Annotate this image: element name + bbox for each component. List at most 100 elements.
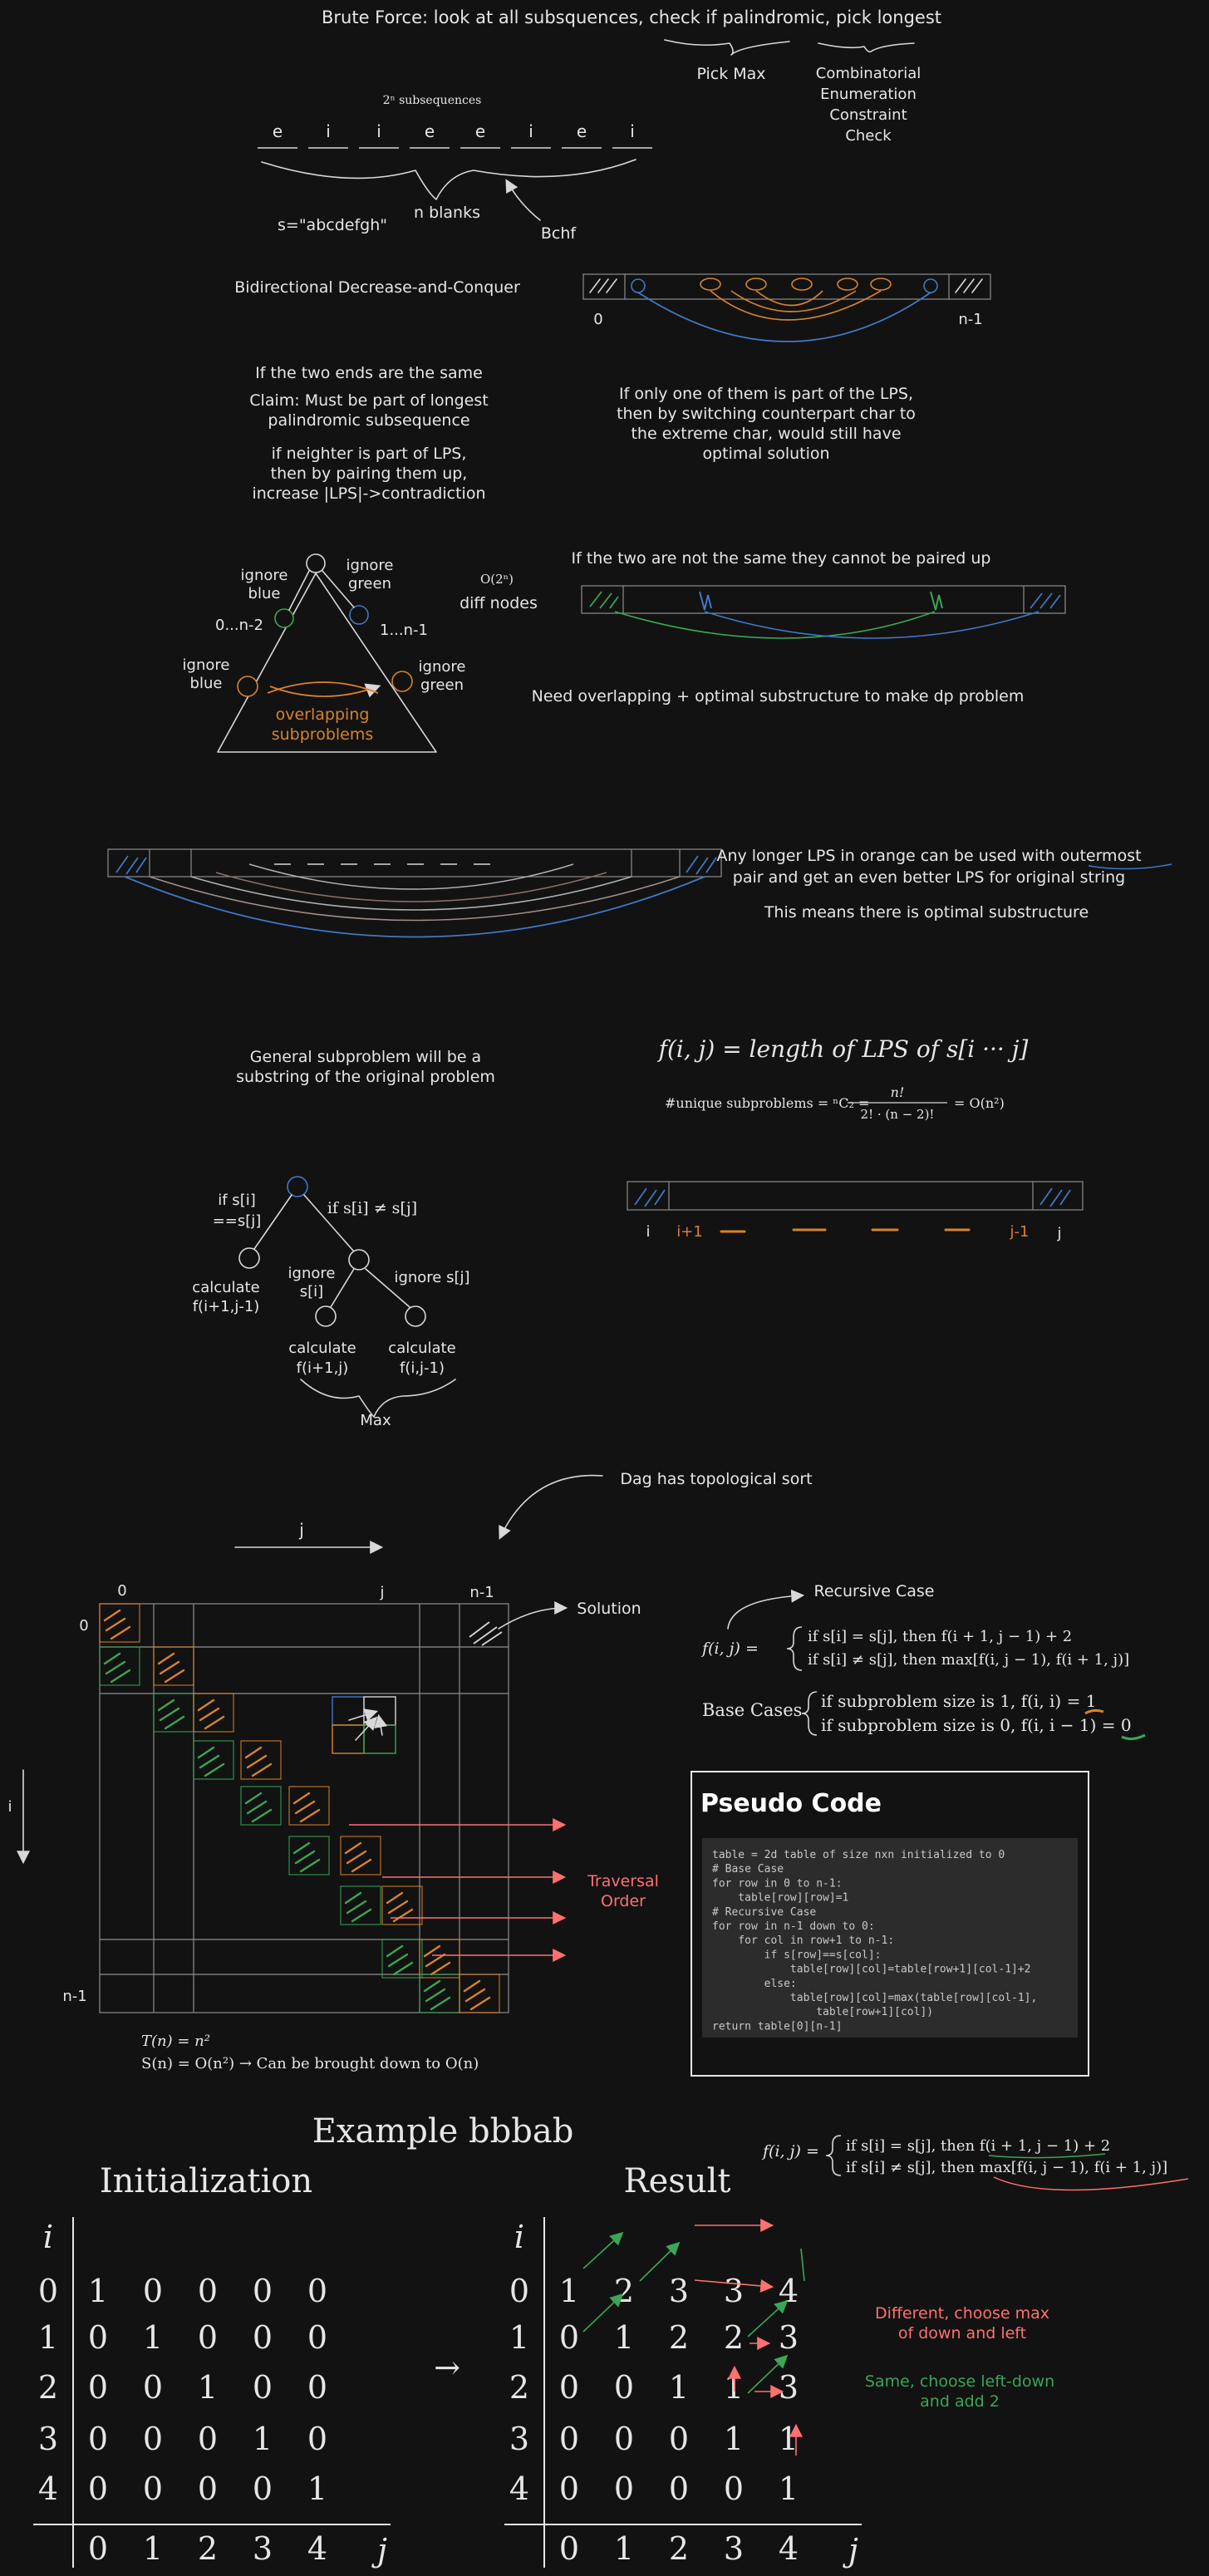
claim-left-1: If the two ends are the same (255, 364, 483, 382)
ignore-si-1: ignore (288, 1265, 336, 1282)
calc-right-2: f(i,j-1) (400, 1359, 445, 1377)
matrix-cell: 0 (614, 2421, 634, 2457)
code-line: table[row+1][col]) (712, 2006, 933, 2018)
dag-hatch (344, 1841, 372, 1873)
optimal-line-1: Any longer LPS in orange can be used wit… (716, 847, 1141, 865)
bar3-j1: j-1 (1010, 1223, 1030, 1241)
calc-right-1: calculate (388, 1340, 455, 1357)
code-line: else: (712, 1978, 797, 1990)
matrix-cell: 0 (253, 2369, 273, 2406)
recursive-case-arrow (727, 1589, 805, 1630)
matrix-cell: 1 (198, 2369, 218, 2406)
row-n-label: n-1 (62, 1988, 86, 2005)
range-right: 1...n-1 (380, 622, 428, 639)
need-overlap-label: Need overlapping + optimal substructure … (532, 687, 1025, 705)
matrix-col-label: 4 (779, 2530, 799, 2567)
enum-brace (818, 42, 915, 53)
matrix-col-label: 1 (143, 2530, 163, 2567)
matrix-cell: 0 (253, 2319, 273, 2356)
matrix-cell: 1 (559, 2273, 579, 2309)
matrix-cell: 0 (307, 2369, 327, 2406)
matrix-cell: 0 (198, 2470, 218, 2507)
not-same-bar (581, 585, 1066, 639)
matrix-cell: 1 (253, 2421, 273, 2457)
matrix-cell: 3 (669, 2273, 689, 2309)
matrix-cell: 0 (198, 2273, 218, 2309)
recursive-case-label: Recursive Case (814, 1582, 935, 1600)
dag-hatch (423, 1944, 451, 1976)
overlap-label-1: overlapping (276, 705, 370, 724)
matrix-cell: 2 (724, 2319, 744, 2356)
dag-cell (459, 1974, 500, 2013)
matrix-col-label: 0 (88, 2530, 108, 2567)
rec-case-2: if s[i] ≠ s[j], then max[f(i, j − 1), f(… (808, 1651, 1129, 1669)
note-same-2: and add 2 (920, 2392, 1000, 2411)
blank-letter: e (273, 121, 283, 141)
base-case-1: if subproblem size is 1, f(i, i) = 1 (821, 1691, 1096, 1711)
matrix-cell: 0 (253, 2470, 273, 2507)
bchf-arrow (505, 179, 541, 221)
matrix-row-label: 3 (38, 2421, 58, 2457)
result-arrows (582, 2219, 805, 2456)
dag-hatch (463, 1979, 491, 2011)
subseq-count: 2ⁿ subsequences (383, 94, 482, 107)
dag-cell (99, 1646, 140, 1686)
matrix-cell: 1 (724, 2369, 744, 2406)
matrix-col-label: 1 (614, 2530, 634, 2567)
matrix-col-label: 2 (669, 2530, 689, 2567)
matrix-row-label: 4 (38, 2470, 58, 2507)
dag-note-arrow (499, 1474, 603, 1540)
example-arrow: → (434, 2349, 460, 2386)
pick-max-label: Pick Max (696, 65, 765, 83)
claims-right: If only one of them is part of the LPS, … (617, 385, 916, 463)
matrix-j-label: j (843, 2532, 858, 2569)
pick-max-brace (664, 39, 790, 56)
bidir-index-0: 0 (593, 311, 602, 328)
matrix-cell: 2 (669, 2319, 689, 2356)
matrix-row-label: 1 (38, 2319, 58, 2356)
matrix-cell: 1 (307, 2470, 327, 2507)
solution-arrow (498, 1601, 568, 1630)
code-line: return table[0][n-1] (712, 2020, 843, 2033)
dag-cell (193, 1693, 234, 1733)
matrix-row-label: 4 (509, 2470, 529, 2507)
init-title: Initialization (100, 2162, 312, 2200)
dag-cell (340, 1836, 381, 1875)
matrix-cell: 0 (88, 2319, 108, 2356)
base-mark-orange (1084, 1708, 1104, 1715)
calc-mid-2: f(i+1,j) (297, 1359, 349, 1377)
matrix-cell: 0 (143, 2369, 163, 2406)
calc-mid-1: calculate (288, 1340, 356, 1357)
bidir-index-n: n-1 (958, 311, 982, 328)
bar3-j: j (1056, 1225, 1061, 1242)
matrix-col-label: 3 (724, 2530, 744, 2567)
matrix-cell: 0 (669, 2421, 689, 2457)
dag-cell (381, 1885, 423, 1925)
rec-f-lhs: f(i, j) = (700, 1639, 759, 1658)
matrix-cell: 1 (724, 2421, 744, 2457)
dag-hatch (292, 1841, 321, 1873)
bchf-label: Bchf (541, 224, 577, 243)
base-brace (801, 1691, 818, 1736)
enum-line-1: Combinatorial (816, 65, 921, 82)
base-case-2: if subproblem size is 0, f(i, i − 1) = 0 (821, 1715, 1132, 1735)
code-line: table[row][col]=table[row+1][col-1]+2 (712, 1964, 1031, 1976)
col-0-label: 0 (117, 1582, 126, 1600)
matrix-cell: 0 (307, 2273, 327, 2309)
dag-mini-cell (332, 1696, 396, 1754)
code-line: # Base Case (712, 1863, 784, 1875)
claim-left-4: if neighter is part of LPS, (272, 445, 467, 463)
if-neq: if s[i] ≠ s[j] (327, 1199, 417, 1217)
matrix-row-label: 0 (509, 2273, 529, 2309)
ignore-green-2a: ignore (419, 658, 466, 676)
space-complexity: S(n) = O(n²) → Can be brought down to O(… (141, 2055, 479, 2072)
matrix-cell: 1 (614, 2319, 634, 2356)
dag-hatch (103, 1652, 131, 1684)
code-line: for row in 0 to n-1: (712, 1877, 843, 1890)
if-eq-2: ==s[j] (213, 1212, 262, 1230)
claim-left-6: increase |LPS|->contradiction (252, 484, 485, 503)
overlap-label-2: subproblems (272, 725, 374, 744)
time-complexity: T(n) = n² (141, 2033, 210, 2050)
